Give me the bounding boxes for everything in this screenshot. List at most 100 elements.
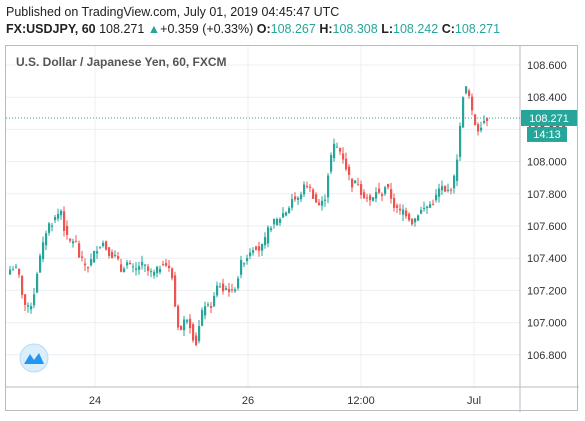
candle bbox=[201, 307, 204, 327]
y-tick-label: 108.400 bbox=[527, 92, 567, 104]
candle bbox=[333, 138, 336, 162]
candle bbox=[204, 301, 207, 320]
candle bbox=[309, 183, 312, 193]
y-tick-label: 108.600 bbox=[527, 60, 567, 72]
candle bbox=[183, 315, 186, 337]
candle bbox=[483, 115, 486, 125]
candle bbox=[405, 207, 408, 219]
x-tick-label: 12:00 bbox=[347, 395, 375, 407]
candle bbox=[162, 260, 165, 266]
candle bbox=[87, 266, 90, 273]
candle bbox=[150, 268, 153, 278]
grid bbox=[6, 46, 520, 387]
candle bbox=[417, 214, 420, 222]
candle bbox=[39, 253, 42, 273]
last-price: 108.271 bbox=[99, 22, 145, 36]
candle bbox=[105, 240, 108, 251]
symbol-label: FX:USDJPY, 60 bbox=[6, 22, 96, 36]
open-value: 108.267 bbox=[270, 22, 316, 36]
candle bbox=[246, 254, 249, 265]
chart-panel[interactable]: 108.600108.400108.200108.000107.800107.6… bbox=[5, 45, 579, 412]
candle bbox=[354, 180, 357, 184]
candle bbox=[90, 253, 93, 267]
candle bbox=[330, 152, 333, 175]
chart-title: U.S. Dollar / Japanese Yen, 60, FXCM bbox=[16, 55, 227, 69]
candle bbox=[306, 181, 309, 189]
candle bbox=[120, 258, 123, 273]
candle bbox=[165, 258, 168, 268]
price-axis[interactable]: 108.600108.400108.200108.000107.800107.6… bbox=[527, 60, 567, 362]
candle bbox=[261, 243, 264, 257]
time-axis[interactable]: 24 26 12:00 Jul bbox=[89, 395, 481, 407]
low-label: L: bbox=[381, 22, 394, 36]
candle bbox=[153, 269, 156, 279]
candle bbox=[174, 271, 177, 308]
candle bbox=[369, 193, 372, 206]
candle bbox=[177, 304, 180, 331]
candle bbox=[276, 217, 279, 226]
up-arrow-icon: ▲ bbox=[147, 22, 161, 36]
candle bbox=[240, 255, 243, 279]
candle bbox=[423, 201, 426, 212]
candle bbox=[324, 194, 327, 207]
y-tick-label: 107.000 bbox=[527, 318, 567, 330]
tradingview-logo-icon[interactable] bbox=[19, 343, 49, 373]
candle bbox=[471, 93, 474, 116]
candle bbox=[363, 189, 366, 199]
candle bbox=[18, 268, 21, 278]
candle bbox=[78, 240, 81, 258]
candle bbox=[384, 185, 387, 196]
high-value: 108.308 bbox=[332, 22, 378, 36]
candle bbox=[45, 230, 48, 251]
candle bbox=[144, 264, 147, 273]
candle bbox=[375, 187, 378, 203]
candle bbox=[168, 259, 171, 272]
candles bbox=[9, 86, 489, 347]
candle bbox=[180, 325, 183, 331]
candle bbox=[267, 225, 270, 248]
candle bbox=[33, 287, 36, 309]
candle bbox=[360, 180, 363, 199]
x-tick-label: Jul bbox=[467, 395, 481, 407]
candle bbox=[435, 189, 438, 203]
low-value: 108.242 bbox=[393, 22, 439, 36]
candle bbox=[42, 236, 45, 263]
candle bbox=[420, 206, 423, 215]
candle bbox=[462, 96, 465, 129]
candle bbox=[366, 193, 369, 203]
candle bbox=[399, 203, 402, 215]
candle bbox=[408, 212, 411, 222]
candle bbox=[468, 88, 471, 99]
candle bbox=[48, 221, 51, 236]
candle bbox=[381, 192, 384, 202]
candle bbox=[54, 214, 57, 223]
candle bbox=[465, 86, 468, 95]
x-tick-label: 26 bbox=[242, 395, 254, 407]
candle bbox=[111, 249, 114, 259]
candle bbox=[21, 275, 24, 299]
candle bbox=[342, 147, 345, 164]
candle bbox=[66, 220, 69, 240]
candle bbox=[426, 205, 429, 214]
candle bbox=[237, 276, 240, 291]
candlestick-chart[interactable]: 108.600108.400108.200108.000107.800107.6… bbox=[6, 46, 579, 412]
candle bbox=[282, 207, 285, 219]
candle bbox=[30, 302, 33, 314]
candle bbox=[186, 318, 189, 325]
candle bbox=[225, 285, 228, 291]
candle bbox=[351, 178, 354, 193]
last-price-label: 108.271 bbox=[529, 113, 569, 125]
candle bbox=[444, 185, 447, 193]
candle bbox=[477, 122, 480, 136]
candle bbox=[171, 267, 174, 281]
candle bbox=[336, 142, 339, 148]
candle bbox=[327, 173, 330, 204]
candle bbox=[450, 187, 453, 195]
candle bbox=[117, 251, 120, 261]
candle bbox=[378, 182, 381, 195]
candle bbox=[339, 147, 342, 155]
candle bbox=[345, 152, 348, 171]
candle bbox=[99, 246, 102, 250]
candle bbox=[459, 122, 462, 162]
candle bbox=[321, 196, 324, 211]
